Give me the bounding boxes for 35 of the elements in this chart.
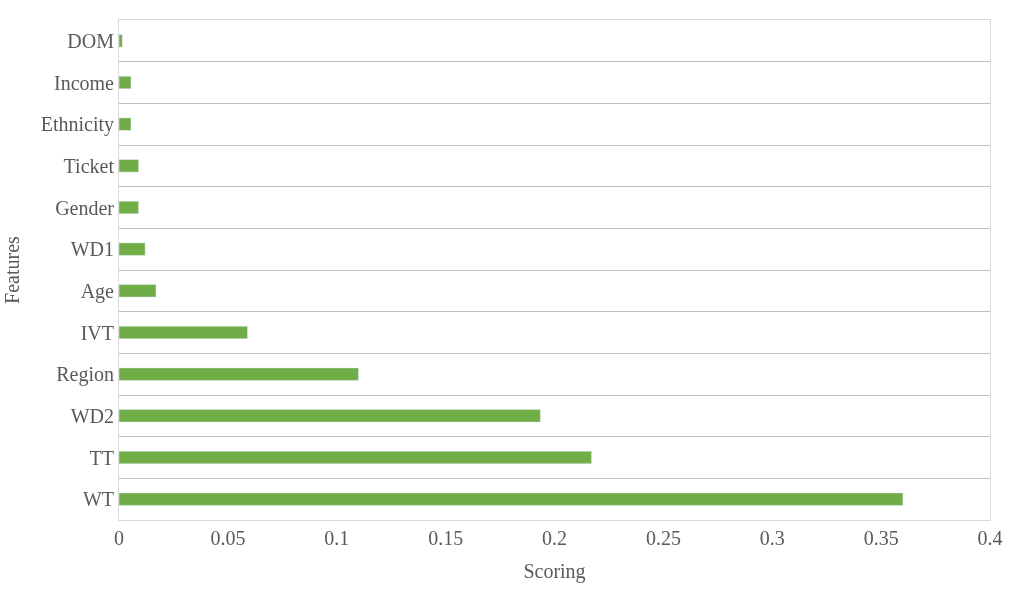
y-tick-label: TT	[89, 446, 114, 469]
bar	[119, 201, 139, 214]
x-tick-label: 0.2	[542, 527, 567, 549]
y-tick-label: WD1	[70, 238, 114, 261]
y-tick-label: DOM	[67, 29, 115, 52]
x-axis-title: Scoring	[523, 559, 586, 583]
y-tick-label: Gender	[55, 196, 115, 219]
y-tick-label: WT	[82, 488, 114, 511]
y-tick-label: Age	[80, 279, 115, 303]
x-tick-label: 0.35	[863, 527, 899, 549]
x-tick-label: 0.3	[759, 527, 785, 549]
bar	[119, 117, 132, 131]
y-tick-label: Ticket	[63, 154, 115, 177]
y-tick-label: Income	[54, 71, 115, 94]
bar	[119, 326, 248, 339]
bar	[119, 284, 157, 298]
bar	[119, 242, 146, 256]
y-tick-label: WD2	[70, 404, 114, 427]
y-tick-label: Ethnicity	[40, 113, 114, 137]
x-tick-label: 0	[114, 527, 124, 549]
x-tick-label: 0.25	[645, 527, 681, 549]
bar	[119, 409, 541, 423]
x-tick-label: 0.1	[324, 527, 350, 549]
x-tick-label: 0.05	[210, 527, 246, 549]
y-tick-label: Region	[56, 363, 114, 387]
bar	[119, 451, 592, 464]
bar	[119, 159, 139, 173]
x-tick-label: 0.15	[428, 527, 464, 549]
bar	[119, 34, 123, 48]
bar	[119, 367, 359, 381]
y-axis-title: Features	[1, 235, 24, 304]
y-tick-label: IVT	[80, 321, 114, 344]
x-tick-label: 0.4	[977, 527, 1003, 549]
bar	[119, 492, 904, 506]
bar	[119, 76, 132, 89]
